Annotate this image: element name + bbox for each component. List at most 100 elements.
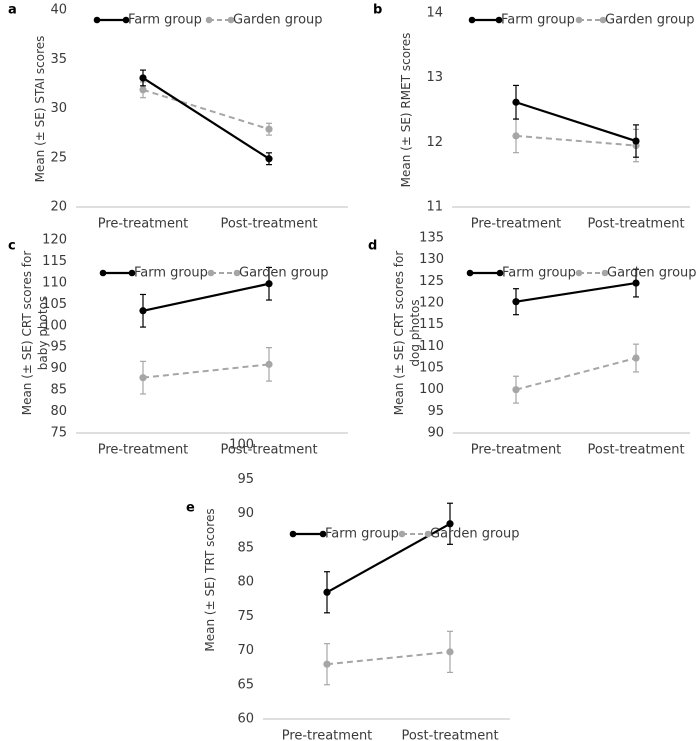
legend-marker-garden: [207, 269, 215, 277]
series-garden: [512, 118, 640, 163]
y-tick-label: 40: [50, 3, 67, 18]
panel-letter: a: [8, 3, 17, 18]
y-tick-label: 100: [419, 382, 444, 397]
legend-label-farm: Farm group: [502, 266, 576, 281]
y-tick-label: 75: [50, 426, 67, 441]
y-tick-label: 125: [419, 274, 444, 289]
legend-marker-farm: [128, 269, 136, 277]
y-tick-label: 12: [426, 135, 443, 150]
data-point: [446, 520, 454, 528]
legend-marker-farm: [289, 530, 297, 538]
data-point: [632, 279, 640, 287]
legend-label-garden: Garden group: [233, 13, 323, 28]
x-tick-label: Pre-treatment: [98, 217, 189, 232]
x-tick-label: Post-treatment: [587, 217, 684, 232]
y-tick-label: 95: [50, 340, 67, 355]
series-garden: [323, 630, 454, 686]
legend: Farm group Garden group: [99, 266, 329, 281]
y-tick-label: 90: [427, 426, 444, 441]
series-line: [142, 77, 270, 160]
legend: Farm group Garden group: [93, 13, 323, 28]
y-tick-label: 20: [50, 200, 67, 215]
legend-marker-garden: [599, 16, 607, 24]
y-tick-label: 120: [419, 296, 444, 311]
data-point: [632, 354, 640, 362]
y-tick-label: 80: [237, 575, 254, 590]
data-point: [323, 660, 331, 668]
panel-letter: d: [368, 239, 377, 254]
legend-label-farm: Farm group: [134, 266, 208, 281]
y-tick-label: 60: [237, 712, 254, 727]
data-point: [265, 155, 273, 163]
data-point: [446, 648, 454, 656]
y-tick-label: 70: [237, 643, 254, 658]
data-point: [512, 298, 520, 306]
chart-panel-d: d 90 95 100 105 110 115 120 125 130 135 Pre-treatme…: [368, 231, 696, 458]
y-tick-label: 110: [419, 339, 444, 354]
y-tick-label: 13: [426, 70, 443, 85]
series-farm: [139, 69, 273, 166]
chart-panel-b: b 11 12 13 14 Pre-treatment Post-treatment Mean…: [373, 3, 695, 232]
y-tick-label: 120: [42, 233, 67, 248]
chart-panel-a: a 20 25 30 35 40 Pre-treatment Post-treatment Me…: [8, 3, 348, 232]
y-axis-label: Mean (± SE) CRT scores for baby photos: [20, 251, 50, 416]
legend-label-farm: Farm group: [501, 13, 575, 28]
y-tick-label: 65: [237, 677, 254, 692]
legend: Farm group Garden group: [289, 527, 520, 542]
y-tick-label: 100: [229, 438, 254, 453]
data-point: [512, 386, 520, 394]
y-axis-label: Mean (± SE) CRT scores for dog photos: [392, 251, 422, 416]
x-tick-label: Post-treatment: [220, 217, 317, 232]
series-garden: [139, 81, 273, 136]
legend-label-garden: Garden group: [605, 13, 695, 28]
x-tick-label: Pre-treatment: [471, 443, 562, 458]
y-tick-label: 14: [426, 6, 443, 21]
legend-marker-garden: [233, 269, 241, 277]
panel-letter: c: [8, 239, 16, 254]
y-tick-label: 90: [50, 361, 67, 376]
series-farm: [512, 268, 640, 316]
series-garden: [512, 343, 640, 404]
y-tick-label: 130: [419, 252, 444, 267]
series-farm: [139, 266, 273, 328]
y-tick-label: 110: [42, 275, 67, 290]
legend-marker-farm: [93, 16, 101, 24]
x-tick-label: Pre-treatment: [98, 443, 189, 458]
legend-label-farm: Farm group: [325, 527, 399, 542]
series-farm: [512, 84, 640, 158]
legend-marker-farm: [468, 16, 476, 24]
legend-marker-garden: [575, 16, 583, 24]
x-tick-label: Post-treatment: [401, 729, 498, 741]
y-tick-label: 80: [50, 404, 67, 419]
data-point: [139, 374, 147, 382]
y-tick-label: 115: [419, 317, 444, 332]
data-point: [265, 360, 273, 368]
legend-marker-garden: [398, 530, 406, 538]
data-point: [632, 137, 640, 145]
x-tick-label: Post-treatment: [220, 443, 317, 458]
y-tick-label: 90: [237, 506, 254, 521]
y-tick-label: 135: [419, 231, 444, 246]
data-point: [139, 74, 147, 82]
y-tick-label: 11: [426, 200, 443, 215]
legend-marker-farm: [466, 269, 474, 277]
series-line: [326, 650, 451, 666]
legend: Farm group Garden group: [468, 13, 695, 28]
y-axis-label-line: baby photos: [36, 296, 50, 370]
data-point: [265, 280, 273, 288]
panel-letter: e: [186, 501, 195, 516]
data-point: [512, 98, 520, 106]
data-point: [512, 132, 520, 140]
y-tick-label: 25: [50, 150, 67, 165]
y-tick-label: 75: [237, 609, 254, 624]
legend-marker-garden: [601, 269, 609, 277]
legend-label-garden: Garden group: [239, 266, 329, 281]
y-tick-label: 85: [50, 383, 67, 398]
y-tick-label: 95: [427, 404, 444, 419]
legend: Farm group Garden group: [466, 266, 696, 281]
legend-label-garden: Garden group: [430, 527, 520, 542]
legend-marker-farm: [496, 269, 504, 277]
y-tick-label: 95: [237, 472, 254, 487]
x-tick-label: Pre-treatment: [471, 217, 562, 232]
series-line: [515, 357, 637, 391]
